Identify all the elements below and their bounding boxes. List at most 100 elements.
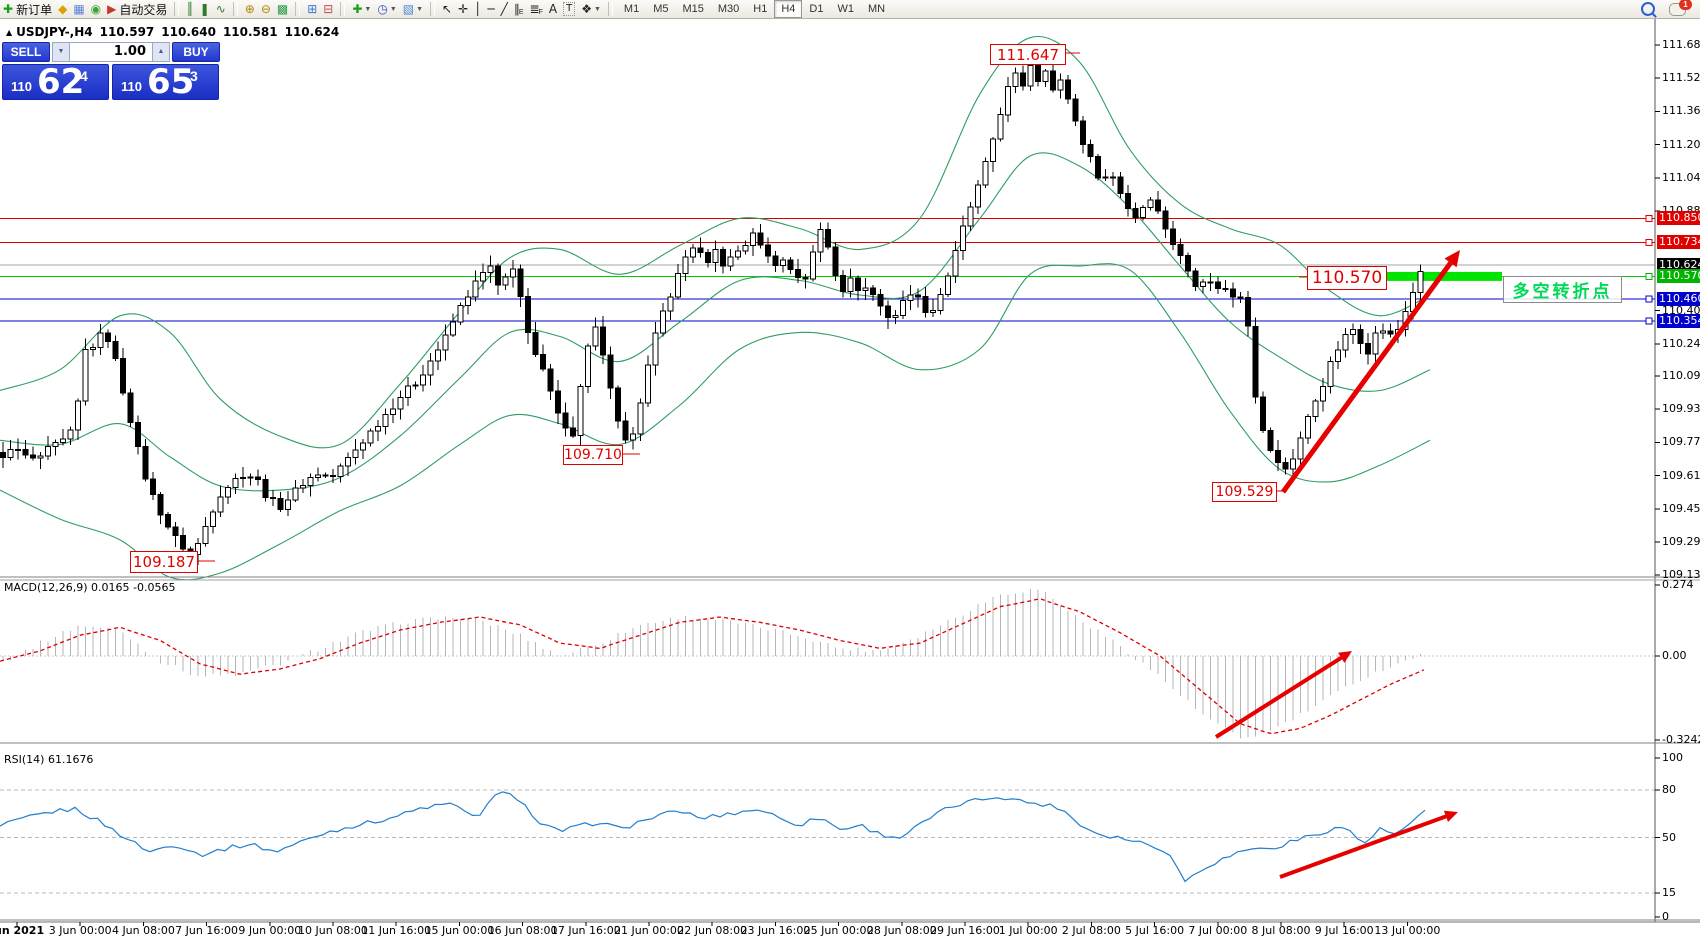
timeframe-mn[interactable]: MN: [867, 3, 886, 15]
timeframe-h4[interactable]: H4: [774, 0, 803, 18]
time-label: 22 Jun 08:00: [677, 924, 748, 937]
volume-input[interactable]: 1.00: [70, 42, 152, 62]
search-icon[interactable]: [1641, 2, 1655, 16]
crosshair-icon[interactable]: ✛: [455, 1, 471, 17]
time-label: 2 Jul 08:00: [1061, 924, 1121, 937]
rsi-axis-0: 0: [1662, 910, 1669, 923]
fibonacci-icon[interactable]: ≣ F: [529, 1, 543, 17]
price-annotation-109.187[interactable]: 109.187: [130, 551, 198, 573]
timeframe-m1[interactable]: M1: [623, 3, 640, 15]
price-tick-111.525: 111.525: [1662, 71, 1700, 85]
trendline-icon: ╱: [500, 1, 508, 16]
price-marker-110.624: 110.624: [1657, 258, 1700, 273]
align-grid-icon: ⊟: [323, 1, 334, 16]
periods-icon[interactable]: ◷ ▼: [374, 1, 399, 17]
channel-icon[interactable]: ∥ E: [513, 1, 524, 17]
line-chart-icon[interactable]: ∿: [213, 1, 229, 17]
vertical-line-icon[interactable]: │: [471, 1, 484, 17]
trend-arrows-layer: [1214, 250, 1460, 879]
buy-price-pip: 3: [190, 68, 198, 84]
zoom-in-icon[interactable]: ⊕: [242, 1, 258, 17]
timeframe-m5[interactable]: M5: [653, 3, 669, 15]
notifications-icon[interactable]: 1: [1669, 0, 1692, 16]
sell-price-big: 62: [37, 62, 85, 102]
rsi-label: RSI(14) 61.1676: [4, 753, 94, 766]
price-tick-110.405: 110.405: [1662, 303, 1700, 317]
sell-price-button[interactable]: 110 62 4: [2, 62, 109, 102]
bollinger-bands-layer: [0, 35, 1431, 581]
charts-window-icon: ▦: [73, 1, 85, 16]
timeframe-m15[interactable]: M15: [682, 3, 704, 15]
price-tick-111.365: 111.365: [1662, 104, 1700, 118]
toolbar-separator: [607, 2, 613, 16]
rsi-axis-80: 80: [1662, 782, 1676, 796]
auto-arrange-icon[interactable]: ⊞: [304, 1, 320, 17]
sell-button[interactable]: SELL: [2, 42, 50, 62]
signals-icon: ◉: [90, 1, 102, 16]
candlestick-chart-icon[interactable]: ❚: [197, 1, 213, 17]
time-label: 29 Jun 16:00: [930, 924, 1000, 937]
buy-button[interactable]: BUY: [172, 42, 220, 62]
timeframe-m30[interactable]: M30: [717, 3, 740, 15]
align-grid-icon[interactable]: ⊟: [320, 1, 336, 17]
rsi-layer: [0, 789, 1655, 894]
templates-icon[interactable]: ▧ ▼: [400, 1, 426, 17]
price-tick-111.045: 111.045: [1662, 170, 1700, 184]
timeframe-w1[interactable]: W1: [837, 3, 854, 15]
trendline-icon[interactable]: ╱: [498, 1, 511, 17]
collapse-panel-arrow[interactable]: ▲: [6, 28, 13, 37]
time-label: 13 Jul 00:00: [1374, 924, 1441, 937]
timeframe-h1[interactable]: H1: [753, 3, 768, 15]
quote-close: 110.624: [284, 25, 340, 39]
price-tick-109.450: 109.450: [1662, 501, 1700, 515]
horizontal-line-icon[interactable]: ─: [484, 1, 497, 17]
new-order-icon[interactable]: ✚ 新订单: [0, 1, 55, 17]
price-annotation-110.570[interactable]: 110.570: [1307, 266, 1387, 290]
price-annotation-109.529[interactable]: 109.529: [1212, 482, 1277, 502]
price-annotation-109.710[interactable]: 109.710: [563, 445, 623, 465]
tile-windows-icon: ▩: [276, 1, 289, 16]
price-annotation-111.647[interactable]: 111.647: [990, 44, 1066, 65]
timeframe-d1[interactable]: D1: [809, 3, 824, 15]
channel-icon: ∥: [513, 1, 520, 16]
new-chart-icon: ✚: [352, 1, 363, 16]
text-icon[interactable]: A: [546, 1, 560, 17]
frame-layer: [0, 18, 1700, 926]
price-tick-109.930: 109.930: [1662, 402, 1700, 416]
price-tick-110.090: 110.090: [1662, 368, 1700, 382]
macd-axis-0.274: 0.274: [1662, 578, 1694, 591]
label-icon[interactable]: T: [560, 1, 578, 17]
macd-layer: [0, 588, 1655, 739]
time-label: Jun 2021: [0, 924, 45, 937]
bar-chart-icon[interactable]: ║: [183, 1, 196, 17]
rsi-axis-50: 50: [1662, 830, 1676, 844]
time-label: 3 Jun 00:00: [48, 924, 112, 937]
vertical-line-icon: │: [474, 1, 482, 16]
price-marker-110.734: 110.734: [1657, 235, 1700, 250]
price-marker-110.570: 110.570: [1657, 269, 1700, 284]
sell-price-pip: 4: [80, 68, 88, 84]
volume-decrease-button[interactable]: ▼: [52, 42, 70, 62]
auto-arrange-icon: ⊞: [307, 1, 318, 16]
turning-point-note[interactable]: 多空转折点: [1503, 276, 1622, 303]
charts-window-icon[interactable]: ▦: [70, 1, 87, 17]
new-chart-icon[interactable]: ✚ ▼: [349, 1, 374, 17]
cursor-icon[interactable]: ↖: [439, 1, 455, 17]
volume-increase-button[interactable]: ▲: [152, 42, 170, 62]
market-depth-icon[interactable]: ◆: [55, 1, 70, 17]
tile-windows-icon[interactable]: ▩: [274, 1, 291, 17]
line-chart-icon: ∿: [215, 1, 226, 16]
time-label: 23 Jun 16:00: [740, 924, 811, 937]
macd-axis--0.3242: -0.3242: [1662, 733, 1700, 746]
buy-price-button[interactable]: 110 65 3: [112, 62, 219, 102]
bar-chart-icon: ║: [186, 1, 194, 16]
toolbar-separator: [430, 2, 436, 16]
fibonacci-icon: ≣: [529, 1, 540, 16]
signals-icon[interactable]: ◉: [88, 1, 104, 17]
label-icon: T: [563, 2, 576, 16]
arrows-icon[interactable]: ❖ ▼: [578, 1, 604, 17]
symbol-period: USDJPY-,H4: [16, 25, 93, 39]
horizontal-line-icon: ─: [487, 1, 495, 16]
zoom-out-icon[interactable]: ⊖: [258, 1, 274, 17]
auto-trading-icon[interactable]: ▶ 自动交易: [104, 1, 170, 17]
